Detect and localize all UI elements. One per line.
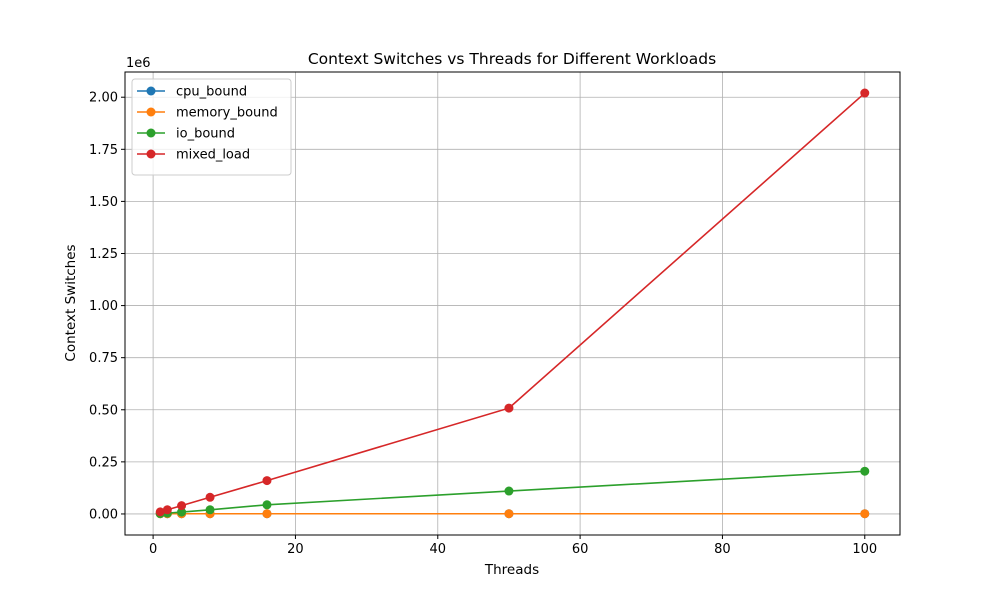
x-tick-label: 80 <box>714 542 731 557</box>
data-point <box>860 466 870 476</box>
data-point <box>205 492 215 502</box>
grid <box>125 72 900 535</box>
data-point <box>860 88 870 98</box>
y-tick-label: 0.25 <box>89 455 118 470</box>
y-tick-label: 1.00 <box>89 299 118 314</box>
legend-marker <box>146 149 156 159</box>
legend-label: cpu_bound <box>176 85 247 100</box>
legend-box <box>131 78 292 176</box>
data-point <box>504 403 514 413</box>
data-point <box>162 505 172 515</box>
data-point <box>504 509 514 519</box>
data-point <box>155 507 165 517</box>
y-axis-label: Context Switches <box>63 244 79 361</box>
data-point <box>262 476 272 486</box>
legend-label: memory_bound <box>176 106 278 121</box>
y-tick-label: 1.75 <box>89 143 118 158</box>
data-point <box>860 509 870 519</box>
x-tick-label: 60 <box>572 542 589 557</box>
data-point <box>177 501 187 511</box>
legend-entry: io_bound <box>137 127 235 142</box>
series-mixed-load <box>155 88 870 517</box>
x-tick-label: 20 <box>287 542 304 557</box>
y-tick-label: 2.00 <box>89 91 118 106</box>
y-tick-label: 1.25 <box>89 247 118 262</box>
legend-label: mixed_load <box>176 148 250 163</box>
data-point <box>177 507 187 517</box>
legend-marker <box>146 128 156 138</box>
x-tick-label: 100 <box>852 542 877 557</box>
x-tick-label: 40 <box>430 542 447 557</box>
data-point <box>205 505 215 515</box>
data-point <box>262 500 272 510</box>
y-offset-label: 1e6 <box>126 56 151 71</box>
y-tick-label: 0.50 <box>89 403 118 418</box>
data-point <box>504 486 514 496</box>
y-tick-label: 0.75 <box>89 351 118 366</box>
y-tick-label: 0.00 <box>89 507 118 522</box>
chart-title: Context Switches vs Threads for Differen… <box>308 50 716 68</box>
x-tick-label: 0 <box>149 542 157 557</box>
series-layer <box>155 88 870 519</box>
legend-entry: cpu_bound <box>137 85 247 100</box>
x-axis-ticks: 0 20 40 60 80 100 <box>149 535 877 557</box>
legend-marker <box>146 107 156 117</box>
y-axis-ticks: 0.00 0.25 0.50 0.75 1.00 1.25 1.50 1.75 2.00 <box>89 91 125 522</box>
legend-label: io_bound <box>176 127 235 142</box>
y-tick-label: 1.50 <box>89 195 118 210</box>
legend-entry: mixed_load <box>137 148 250 163</box>
legend: cpu_bound memory_bound io_bound mixed_load <box>131 78 292 176</box>
data-point <box>262 509 272 519</box>
plot-frame <box>124 71 901 536</box>
legend-marker <box>146 86 156 96</box>
legend-entry: memory_bound <box>137 106 278 121</box>
x-axis-label: Threads <box>484 562 539 578</box>
